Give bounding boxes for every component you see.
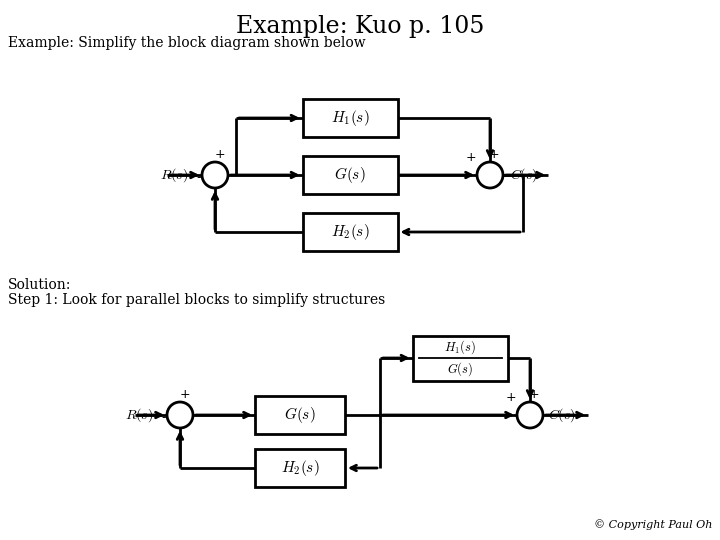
Bar (302, 99, 397, 137)
Text: Solution:: Solution: (8, 278, 71, 292)
Text: +: + (215, 148, 225, 161)
Text: $C(s)$: $C(s)$ (510, 166, 538, 184)
Circle shape (477, 162, 503, 188)
Text: +: + (465, 151, 476, 164)
Text: $G(s)$: $G(s)$ (284, 405, 316, 425)
Text: +: + (180, 388, 190, 401)
Text: $G(s)$: $G(s)$ (447, 360, 473, 378)
Text: $R(s)$: $R(s)$ (125, 406, 153, 424)
Bar (302, 156, 397, 194)
Text: Example: Simplify the block diagram shown below: Example: Simplify the block diagram show… (8, 36, 366, 50)
Bar (255, 396, 345, 434)
Bar (255, 449, 345, 487)
Text: $H_2(s)$: $H_2(s)$ (281, 458, 319, 478)
Text: $H_1(s)$: $H_1(s)$ (444, 338, 476, 356)
Bar (413, 335, 508, 381)
Text: $C(s)$: $C(s)$ (548, 406, 576, 424)
Text: $R(s)$: $R(s)$ (160, 166, 189, 184)
Circle shape (167, 402, 193, 428)
Bar (302, 213, 397, 251)
Text: -: - (197, 172, 201, 185)
Text: +: + (528, 388, 539, 401)
Circle shape (202, 162, 228, 188)
Text: -: - (161, 411, 166, 424)
Text: +: + (489, 148, 499, 161)
Text: $H_2(s)$: $H_2(s)$ (330, 222, 369, 242)
Text: $G(s)$: $G(s)$ (334, 165, 366, 185)
Text: +: + (505, 391, 516, 404)
Text: © Copyright Paul Oh: © Copyright Paul Oh (593, 519, 712, 530)
Text: Step 1: Look for parallel blocks to simplify structures: Step 1: Look for parallel blocks to simp… (8, 293, 385, 307)
Circle shape (517, 402, 543, 428)
Text: $H_1(s)$: $H_1(s)$ (330, 108, 369, 128)
Text: Example: Kuo p. 105: Example: Kuo p. 105 (236, 15, 484, 38)
